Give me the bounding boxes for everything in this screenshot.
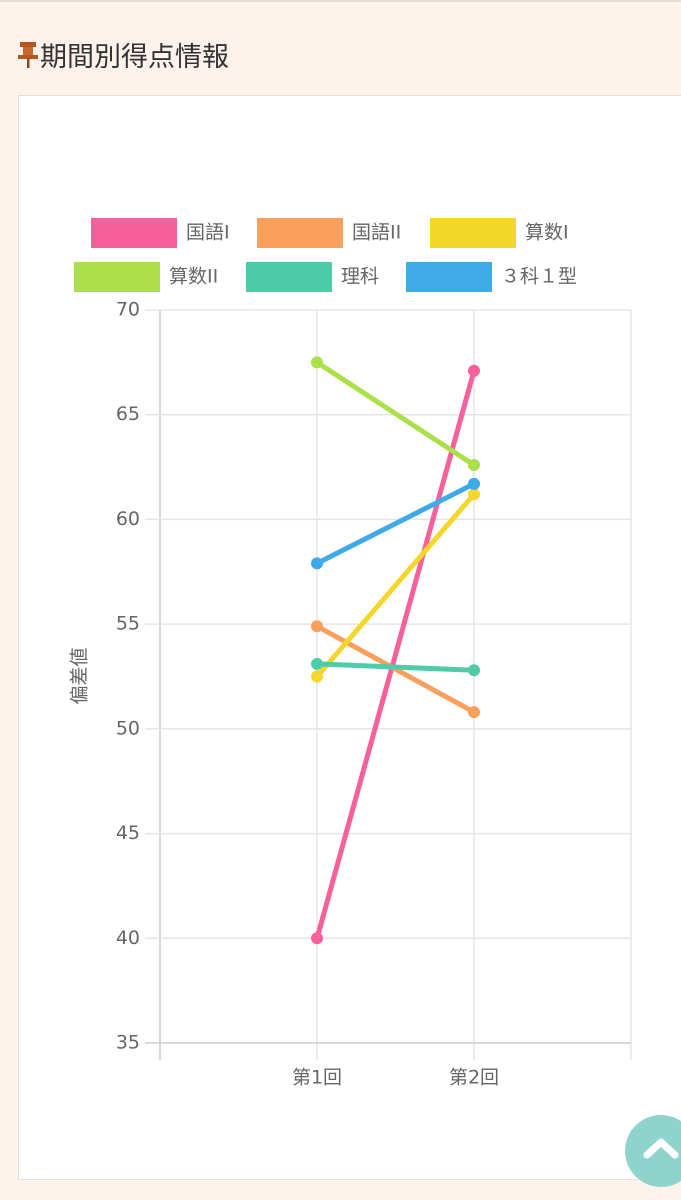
legend-swatch <box>430 218 516 248</box>
pin-icon <box>18 42 38 68</box>
data-point <box>468 364 480 377</box>
data-point <box>311 657 323 670</box>
x-tick-label: 第1回 <box>292 1067 342 1089</box>
legend-label: 理科 <box>341 266 379 288</box>
legend-swatch <box>91 218 177 248</box>
data-point <box>468 488 480 501</box>
y-tick-label: 70 <box>116 299 140 321</box>
data-point <box>311 356 323 369</box>
series-line <box>314 359 477 468</box>
data-point <box>311 670 323 683</box>
data-point <box>468 706 480 719</box>
x-tick-label: 第2回 <box>449 1067 499 1089</box>
y-tick-label: 35 <box>116 1032 140 1054</box>
data-point <box>311 620 323 633</box>
y-tick-label: 40 <box>116 927 140 949</box>
legend-label: ３科１型 <box>501 266 577 288</box>
legend-swatch <box>74 262 160 292</box>
y-tick-label: 60 <box>116 508 140 530</box>
divider <box>0 0 681 2</box>
scroll-top-button[interactable] <box>625 1115 681 1187</box>
data-point <box>468 664 480 677</box>
data-point <box>468 477 480 490</box>
section-title: 期間別得点情報 <box>40 41 229 73</box>
series-line <box>314 481 477 566</box>
y-tick-label: 45 <box>116 822 140 844</box>
chevron-icon <box>643 1138 679 1159</box>
section-header: 期間別得点情報 <box>16 34 229 74</box>
y-tick-label: 50 <box>116 717 140 739</box>
data-point <box>468 458 480 471</box>
y-tick-label: 55 <box>116 613 140 635</box>
series-line <box>314 368 477 941</box>
legend-swatch <box>406 262 492 292</box>
series-line <box>314 661 477 673</box>
legend-label: 国語II <box>352 222 401 244</box>
legend-swatch <box>257 218 343 248</box>
legend-swatch <box>246 262 332 292</box>
data-point <box>311 557 323 570</box>
series-line <box>314 491 477 679</box>
y-axis-label: 偏差値 <box>69 647 91 704</box>
legend-label: 算数II <box>169 266 218 288</box>
legend-label: 算数I <box>525 222 569 244</box>
legend-label: 国語I <box>186 222 230 244</box>
data-point <box>311 932 323 945</box>
y-tick-label: 65 <box>116 403 140 425</box>
